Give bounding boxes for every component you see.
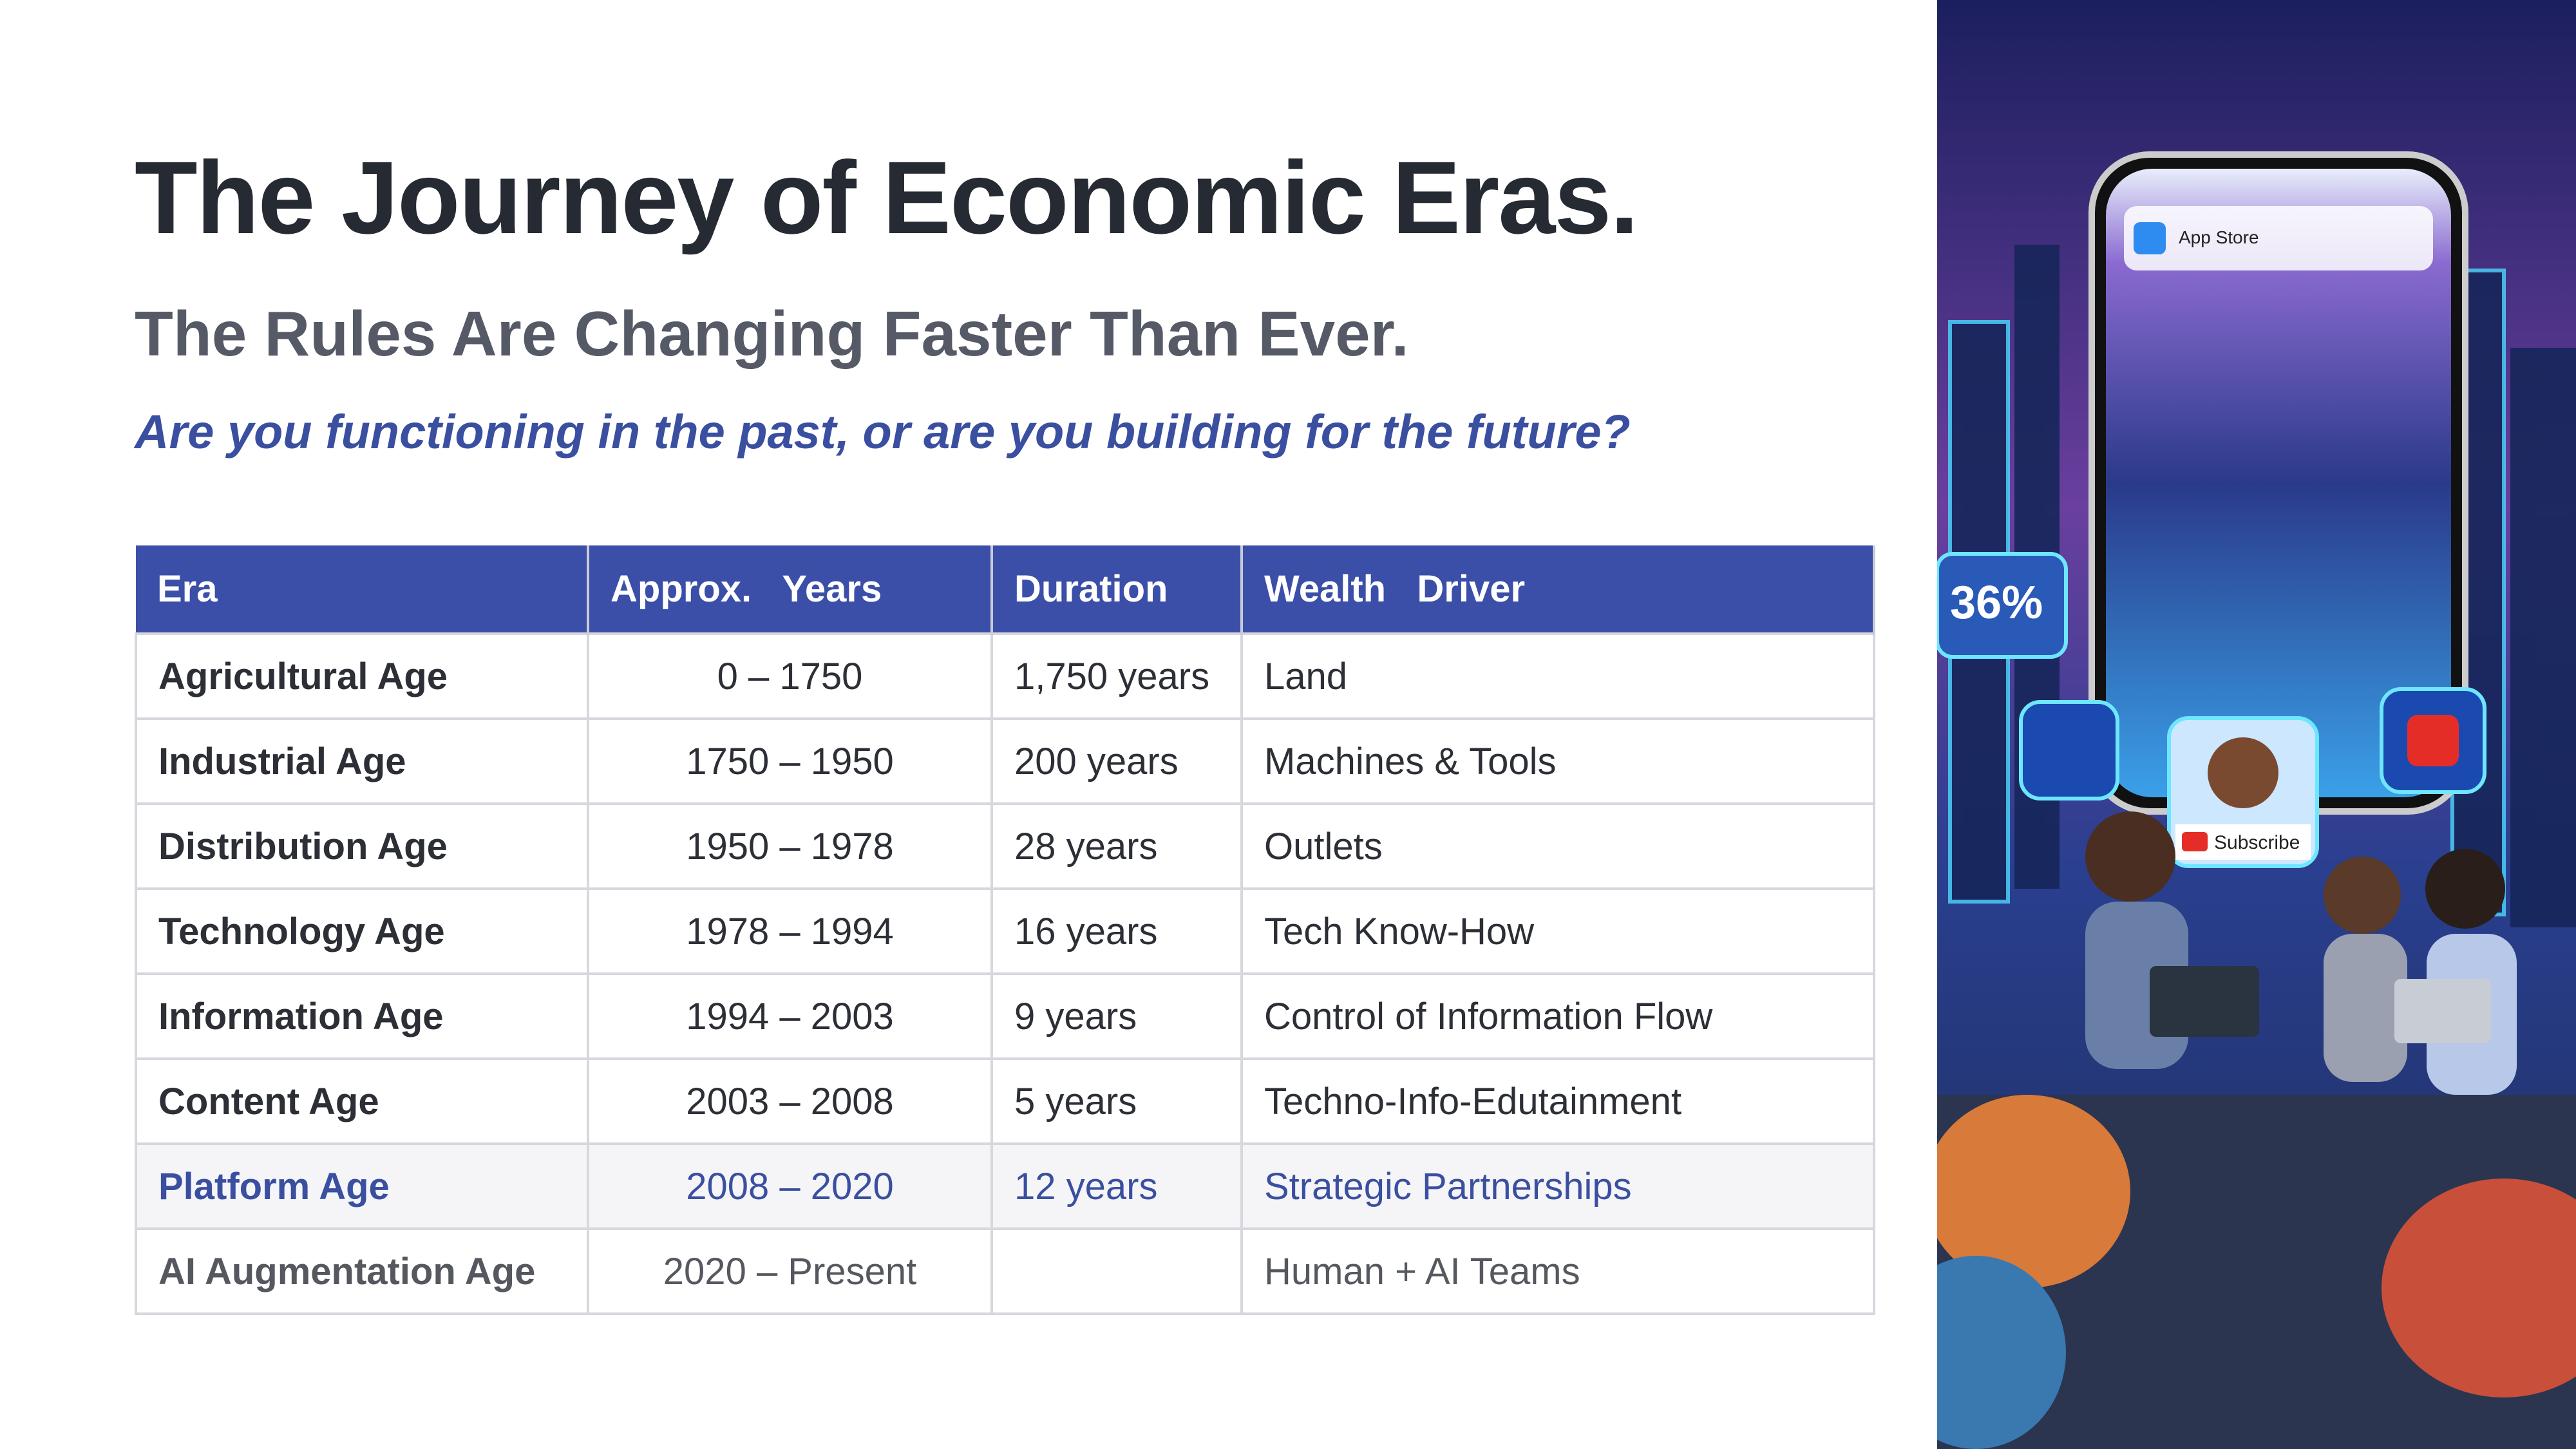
table-cell: 9 years	[990, 972, 1243, 1060]
table-cell: 1950 – 1978	[587, 802, 993, 890]
table-cell: Control of Information Flow	[1240, 972, 1875, 1060]
header-row: Era Approx. Years Duration Wealth Driver	[136, 545, 1875, 634]
table-row: AI Augmentation Age 2020 – Present Human +…	[135, 1227, 1875, 1315]
table-cell: 1750 – 1950	[587, 717, 993, 805]
table-row: Content Age 2003 – 2008 5 years Techno-Info…	[135, 1057, 1875, 1145]
badge-label: 36%	[1950, 577, 2043, 629]
table-row: Information Age 1994 – 2003 9 years Control…	[135, 972, 1875, 1060]
table-cell: 200 years	[990, 717, 1243, 805]
table-cell: Strategic Partnerships	[1240, 1142, 1875, 1230]
table-cell: 2003 – 2008	[587, 1057, 993, 1145]
column-header: Wealth Driver	[1242, 545, 1875, 634]
illustration-art: App Store 36% Subscribe	[1937, 0, 2576, 1449]
table-row: Platform Age 2008 – 2020 12 years Strategic…	[135, 1142, 1875, 1230]
table-cell: 2008 – 2020	[587, 1142, 993, 1230]
table-row: Agricultural Age 0 – 1750 1,750 years Land	[135, 632, 1875, 720]
table-cell: Agricultural Age	[135, 632, 589, 720]
table-cell: 12 years	[990, 1142, 1243, 1230]
illustration: App Store 36% Subscribe	[1937, 0, 2576, 1449]
column-header: Duration	[992, 545, 1243, 634]
app-store-label: App Store	[2179, 227, 2259, 247]
title: The Journey of Economic Eras.	[135, 140, 1639, 255]
question: Are you functioning in the past, or are …	[135, 405, 1631, 459]
table-cell: 1,750 years	[990, 632, 1243, 720]
table-cell: Land	[1240, 632, 1875, 720]
table-cell	[990, 1227, 1243, 1315]
table-cell: 16 years	[990, 887, 1243, 975]
table-cell: 2020 – Present	[587, 1227, 993, 1315]
table-cell: 28 years	[990, 802, 1243, 890]
eras-table: Era Approx. Years Duration Wealth Driver Ag…	[135, 545, 1875, 1315]
table-body: Agricultural Age 0 – 1750 1,750 years Land I…	[135, 632, 1875, 1315]
table-row: Industrial Age 1750 – 1950 200 years Machin…	[135, 717, 1875, 805]
table-row: Technology Age 1978 – 1994 16 years Tech Kn…	[135, 887, 1875, 975]
table-cell: 1978 – 1994	[587, 887, 993, 975]
table-cell: 0 – 1750	[587, 632, 993, 720]
subtitle: The Rules Are Changing Faster Than Ever.	[135, 298, 1409, 369]
table-cell: Platform Age	[135, 1142, 589, 1230]
table-cell: Techno-Info-Edutainment	[1240, 1057, 1875, 1145]
column-header: Era	[136, 545, 589, 634]
table-cell: Content Age	[135, 1057, 589, 1145]
table-cell: Machines & Tools	[1240, 717, 1875, 805]
table-cell: Human + AI Teams	[1240, 1227, 1875, 1315]
table-cell: Outlets	[1240, 802, 1875, 890]
table-cell: AI Augmentation Age	[135, 1227, 589, 1315]
column-header: Approx. Years	[588, 545, 993, 634]
table-cell: Information Age	[135, 972, 589, 1060]
table-cell: Technology Age	[135, 887, 589, 975]
table-cell: Distribution Age	[135, 802, 589, 890]
table-cell: Tech Know-How	[1240, 887, 1875, 975]
table-cell: Industrial Age	[135, 717, 589, 805]
table-cell: 1994 – 2003	[587, 972, 993, 1060]
table-cell: 5 years	[990, 1057, 1243, 1145]
table-row: Distribution Age 1950 – 1978 28 years Outle…	[135, 802, 1875, 890]
subscribe-label: Subscribe	[2214, 832, 2300, 853]
